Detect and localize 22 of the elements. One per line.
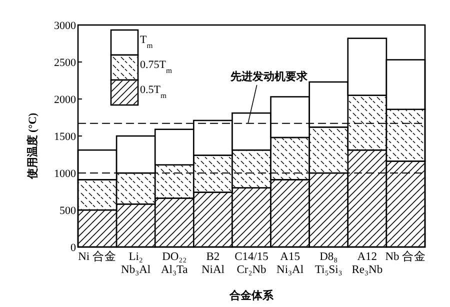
x-tick-label: Ni 合金 [78, 250, 116, 263]
y-tick-label: 1000 [54, 168, 76, 180]
legend-label: T$_{m}$ [140, 34, 153, 50]
x-tick-label: D8₈ Ti₅Si₃ [314, 251, 342, 276]
y-tick-label: 2500 [54, 57, 76, 69]
x-axis-title: 合金体系 [228, 289, 274, 302]
y-tick-label: 0 [70, 242, 76, 254]
y-tick-label: 3000 [54, 20, 76, 32]
x-tick-label: Li₂ Nb₃Al [121, 251, 151, 276]
x-tick-label: Nb 合金 [385, 250, 426, 263]
y-tick-label: 2000 [54, 94, 76, 106]
legend-label: 0.75T$_{m}$ [140, 59, 172, 74]
ref-line-label: 先进发动机要求 [229, 70, 308, 83]
y-tick-label: 500 [60, 205, 76, 217]
y-axis-title: 使用温度 (°C) [26, 112, 39, 180]
x-tick-label: B2 NiAl [201, 251, 224, 276]
x-tick-label: C14/15 Cr₂Nb [234, 251, 269, 276]
legend-label: 0.5T$_{m}$ [140, 84, 166, 100]
y-tick-label: 1500 [54, 131, 76, 143]
x-tick-label: A12 Re₃Nb [352, 251, 383, 276]
x-tick-label: DO₂₂ Al₃Ta [160, 251, 188, 276]
x-tick-label: A15 Ni₃Al [276, 251, 304, 276]
